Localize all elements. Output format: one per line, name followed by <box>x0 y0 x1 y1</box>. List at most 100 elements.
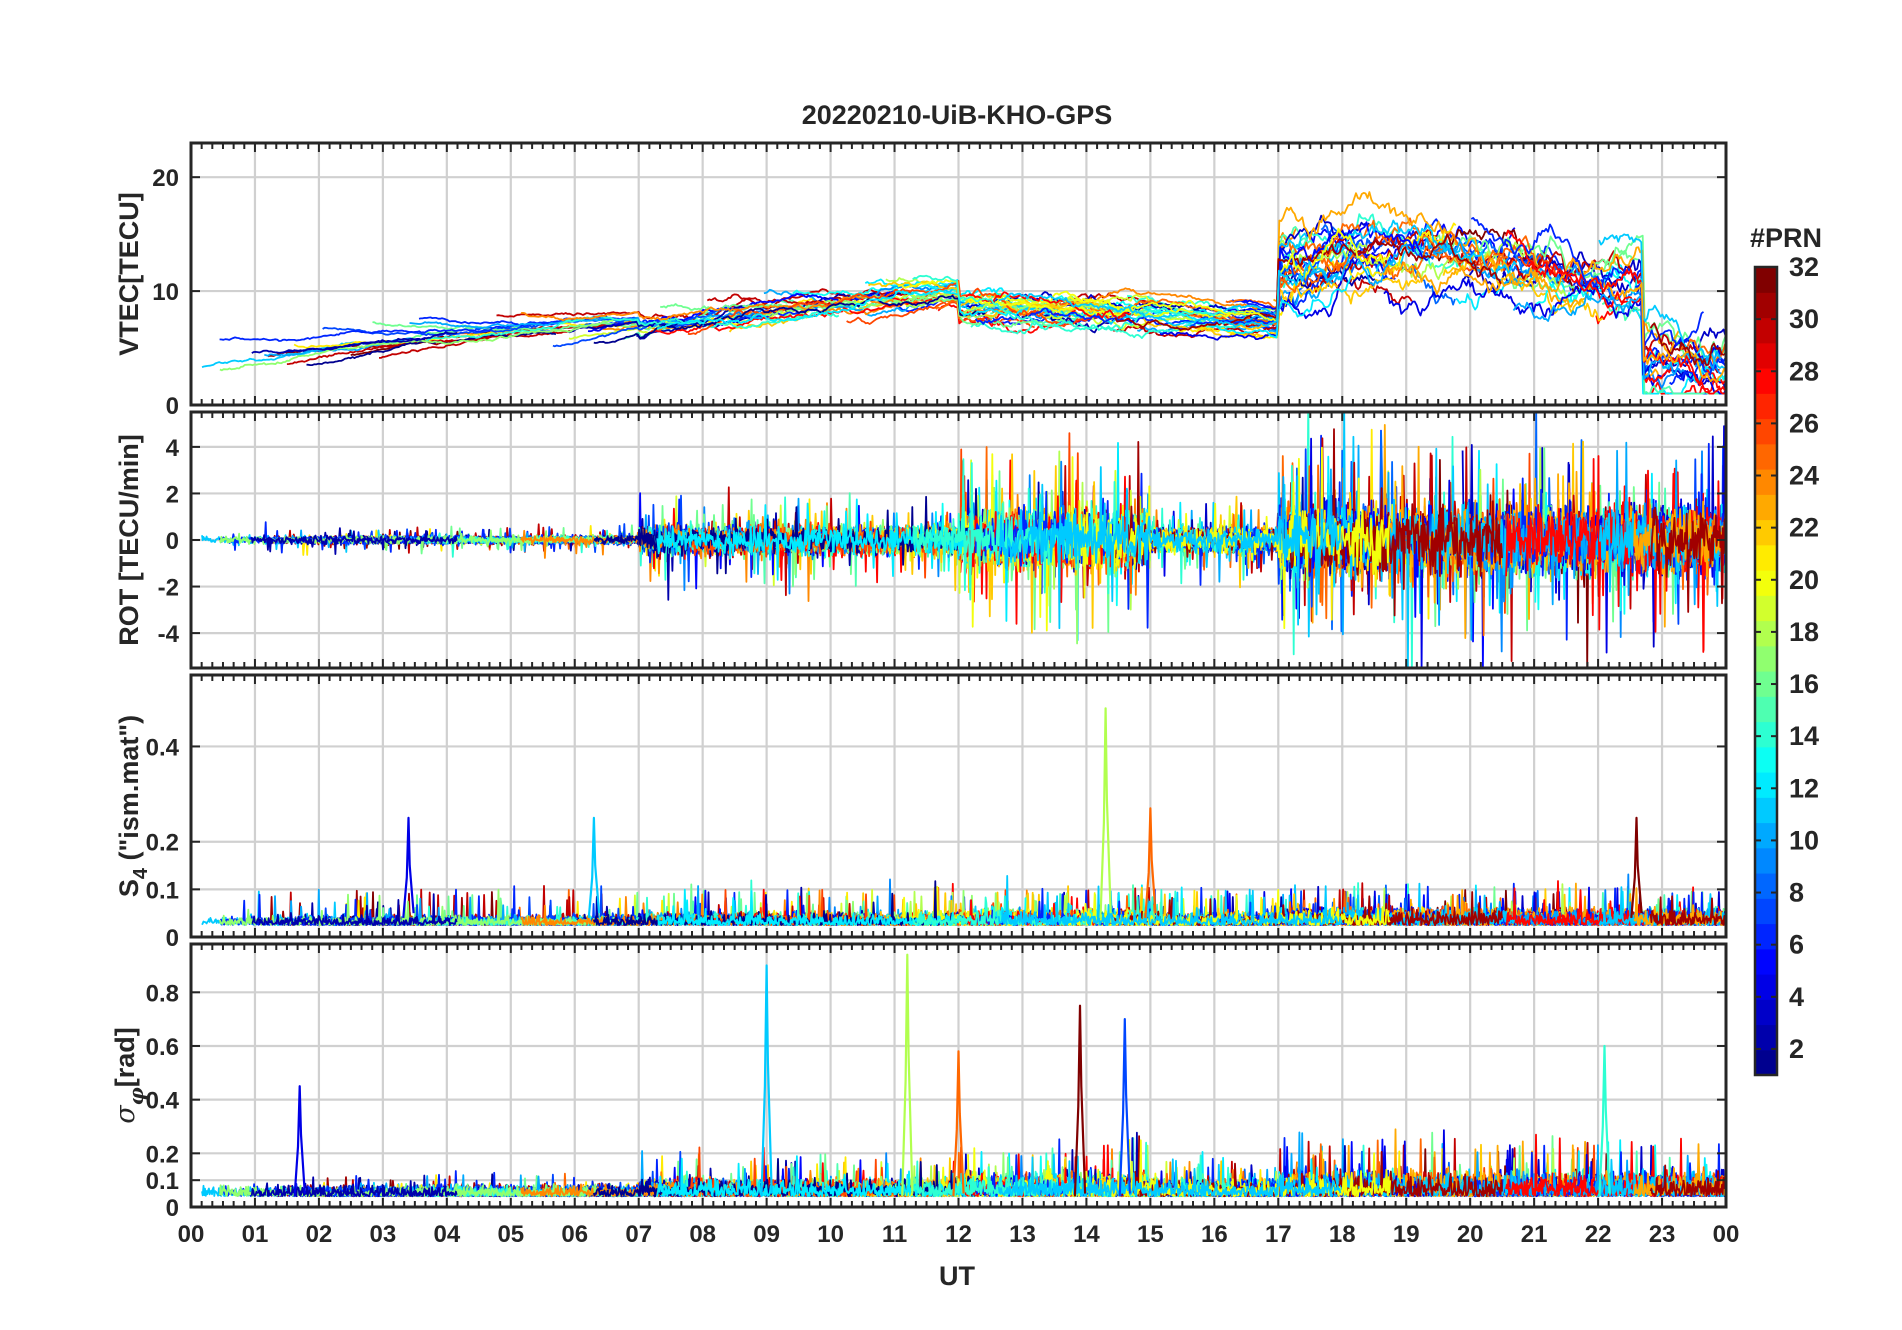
colorbar-tick-label: 18 <box>1789 617 1819 647</box>
colorbar-tick-label: 8 <box>1789 878 1804 908</box>
x-tick-label: 07 <box>625 1221 652 1248</box>
series-line <box>905 293 1103 314</box>
colorbar-segment <box>1755 671 1777 697</box>
x-tick-label: 05 <box>497 1221 524 1248</box>
y-tick-label: 0.1 <box>146 1168 179 1195</box>
x-ticks-rot <box>190 412 1727 668</box>
y-tick-label: 0.6 <box>146 1034 179 1061</box>
colorbar-tick-label: 4 <box>1789 982 1804 1012</box>
series-line <box>1067 227 1392 322</box>
series-line <box>1613 301 1726 395</box>
y-tick-label: 2 <box>166 481 179 508</box>
peak-line <box>402 816 415 918</box>
y-axis-s4: 0 0.1 0.2 0.4 <box>146 734 1726 952</box>
panel-sigma_phi: 00.10.2 0.4 0.6 0.8 σφ[rad] <box>110 942 1728 1222</box>
colorbar-segment <box>1755 772 1777 798</box>
y-tick-label: 20 <box>152 165 179 192</box>
colorbar-segment <box>1755 898 1777 925</box>
y-tick-label: -4 <box>158 621 180 648</box>
series-line <box>1159 253 1387 341</box>
series-line <box>997 466 1342 630</box>
colorbar-segment <box>1755 746 1777 773</box>
series-s4 <box>201 707 1726 926</box>
x-axis: 00 01 02 03 04 05 06 07 08 09 10 11 12 13 14 15 16 17 18 19… <box>178 1221 1740 1248</box>
series-line <box>964 303 1095 318</box>
colorbar-segment <box>1755 1049 1777 1076</box>
x-tick-label: 17 <box>1265 1221 1292 1248</box>
series-line <box>250 1176 458 1198</box>
peak-line <box>1630 816 1643 918</box>
colorbar-segment <box>1755 696 1777 723</box>
x-tick-label: 22 <box>1585 1221 1612 1248</box>
x-axis-label: UT <box>939 1261 975 1291</box>
colorbar-tick-label: 14 <box>1789 721 1819 751</box>
panel-s4: 0 0.1 0.2 0.4S4 ("ism.mat") <box>114 673 1728 952</box>
colorbar-tick-label: 30 <box>1789 304 1819 334</box>
colorbar-tick-label: 10 <box>1789 825 1819 855</box>
colorbar-segment <box>1755 1024 1777 1051</box>
colorbar-tick-label: 12 <box>1789 773 1819 803</box>
series-line <box>251 331 458 354</box>
panel-vtec: 0 10 20 VTEC[TECU] <box>114 141 1728 420</box>
colorbar-segment <box>1755 999 1777 1026</box>
colorbar-tick-label: 26 <box>1789 408 1819 438</box>
colorbar-segment <box>1755 847 1777 874</box>
x-tick-label: 18 <box>1329 1221 1356 1248</box>
colorbar-tick-label: 6 <box>1789 930 1804 960</box>
series-line <box>649 298 933 335</box>
y-tick-label: 0 <box>166 925 179 952</box>
y-tick-label: 0.4 <box>146 734 180 761</box>
peak-line <box>901 953 914 1197</box>
colorbar-tick-label: 16 <box>1789 669 1819 699</box>
colorbar-segment <box>1755 393 1777 420</box>
colorbar-tick-label: 24 <box>1789 461 1819 491</box>
series-line <box>1678 338 1726 366</box>
colorbar-segment <box>1755 721 1777 748</box>
x-tick-label: 14 <box>1073 1221 1100 1248</box>
colorbar-title: #PRN <box>1750 223 1822 253</box>
peak-line <box>952 1050 965 1197</box>
x-tick-label: 09 <box>753 1221 780 1248</box>
colorbar-segment <box>1755 620 1777 647</box>
series-line <box>1512 293 1722 381</box>
series-line <box>912 274 1249 331</box>
series-line <box>1633 282 1726 384</box>
series-line <box>552 307 728 348</box>
panel-rot: -4 -2 0 2 4 ROT [TECU/min] <box>114 410 1728 670</box>
x-tick-label: 06 <box>561 1221 588 1248</box>
x-tick-label: 15 <box>1137 1221 1164 1248</box>
series-line <box>763 288 929 317</box>
x-tick-label: 00 <box>1713 1221 1740 1248</box>
colorbar-segment <box>1755 494 1777 521</box>
x-tick-label: 10 <box>817 1221 844 1248</box>
y-tick-label: 0.8 <box>146 980 179 1007</box>
series-line <box>1649 895 1726 926</box>
series-line <box>1649 322 1726 367</box>
colorbar-segment <box>1755 948 1777 975</box>
series-line <box>1109 275 1353 339</box>
chart-title: 20220210-UiB-KHO-GPS <box>802 100 1113 130</box>
peak-line <box>587 816 601 918</box>
colorbar-segment <box>1755 519 1777 546</box>
y-tick-label: 4 <box>166 435 180 462</box>
y-axis-label: ROT [TECU/min] <box>114 434 144 645</box>
x-tick-label: 20 <box>1457 1221 1484 1248</box>
colorbar-segment <box>1755 923 1777 950</box>
series-line <box>1505 229 1726 395</box>
peak-line <box>1073 1004 1087 1197</box>
colorbar-segment <box>1755 595 1777 622</box>
colorbar-tick-label: 22 <box>1789 513 1819 543</box>
series-line <box>656 479 1024 622</box>
series-line <box>998 260 1342 328</box>
series-line <box>656 289 1023 330</box>
x-tick-label: 08 <box>689 1221 716 1248</box>
peak-line <box>1598 1044 1611 1197</box>
y-tick-label: 0.4 <box>146 1088 180 1115</box>
x-tick-label: 00 <box>178 1221 205 1248</box>
x-tick-label: 19 <box>1393 1221 1420 1248</box>
y-tick-label: -2 <box>158 575 179 602</box>
colorbar-segment <box>1755 292 1777 319</box>
series-line <box>1200 277 1421 339</box>
